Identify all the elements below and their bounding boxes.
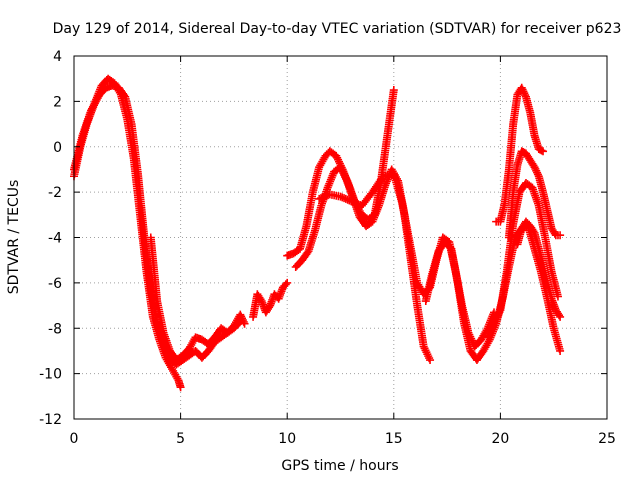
y-tick-label: 0 xyxy=(53,140,62,156)
data-point xyxy=(283,278,292,287)
chart-title: Day 129 of 2014, Sidereal Day-to-day VTE… xyxy=(53,21,622,37)
series-arc-4 xyxy=(249,278,292,321)
y-tick-label: -4 xyxy=(48,231,62,247)
series-arc-9 xyxy=(492,83,548,226)
data-point xyxy=(265,303,274,312)
data-points xyxy=(70,74,565,392)
y-tick-label: -10 xyxy=(39,367,62,383)
data-point xyxy=(517,83,526,92)
y-tick-label: -6 xyxy=(48,276,62,292)
data-point xyxy=(237,312,246,321)
data-point xyxy=(556,312,565,321)
x-tick-label: 15 xyxy=(385,431,403,447)
y-tick-label: -2 xyxy=(48,185,62,201)
data-point xyxy=(529,227,538,236)
data-point xyxy=(256,295,265,304)
data-point xyxy=(556,346,565,355)
series-arc-10 xyxy=(504,147,565,242)
data-point xyxy=(426,356,435,365)
data-point xyxy=(446,243,455,252)
y-tick-label: -8 xyxy=(48,321,62,337)
x-tick-label: 25 xyxy=(598,431,616,447)
data-point xyxy=(239,317,248,326)
y-tick-label: 4 xyxy=(53,49,62,65)
y-tick-label: 2 xyxy=(53,94,62,110)
data-point xyxy=(303,248,312,257)
data-point xyxy=(238,316,247,325)
series-arc-11 xyxy=(483,179,562,342)
data-point xyxy=(281,280,290,289)
y-axis-label: SDTVAR / TECUs xyxy=(6,180,22,295)
data-point xyxy=(530,163,539,172)
x-tick-label: 0 xyxy=(70,431,79,447)
data-point xyxy=(532,166,541,175)
axis-ticks: 0 5 10 15 20 25 -12 -10 -8 -6 -4 -2 0 2 4 xyxy=(39,49,616,447)
data-point xyxy=(539,147,548,156)
data-point xyxy=(120,91,129,100)
data-point xyxy=(240,319,249,328)
series-arc-3 xyxy=(146,233,249,365)
data-point xyxy=(533,168,542,177)
data-point xyxy=(518,85,527,94)
data-point xyxy=(553,292,562,301)
series-arc-2 xyxy=(70,81,245,369)
data-point xyxy=(556,231,565,240)
data-point xyxy=(236,310,245,319)
series-arc-7 xyxy=(315,169,499,351)
x-axis-label: GPS time / hours xyxy=(281,458,398,474)
data-point xyxy=(521,91,530,100)
series-arc-12 xyxy=(513,217,565,321)
data-point xyxy=(389,86,398,95)
data-point xyxy=(238,314,247,323)
x-tick-label: 10 xyxy=(278,431,296,447)
data-point xyxy=(519,87,528,96)
data-point xyxy=(520,89,529,98)
data-point xyxy=(555,311,564,320)
y-tick-label: -12 xyxy=(39,412,62,428)
x-tick-label: 20 xyxy=(491,431,509,447)
data-point xyxy=(533,170,542,179)
data-point xyxy=(531,164,540,173)
data-point xyxy=(176,383,185,392)
x-tick-label: 5 xyxy=(176,431,185,447)
